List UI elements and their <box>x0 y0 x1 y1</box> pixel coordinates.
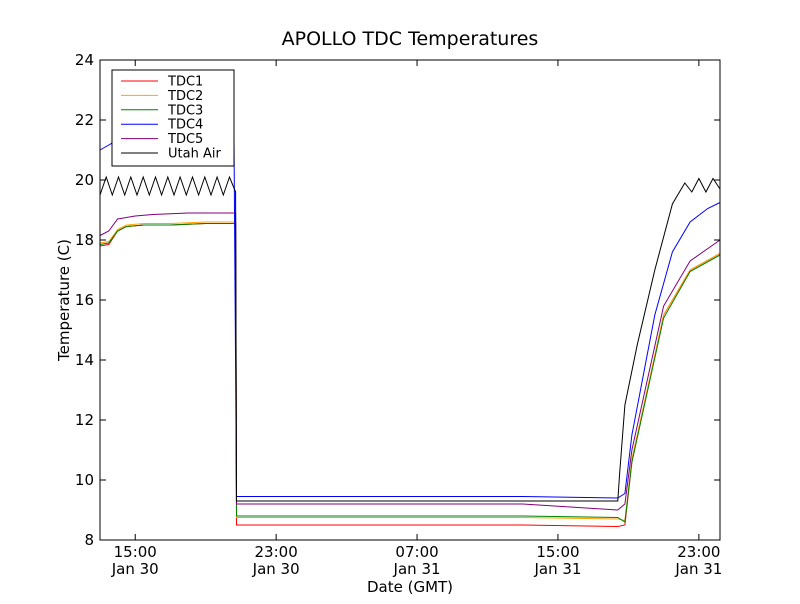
y-tick-label: 12 <box>75 411 94 429</box>
legend-box <box>111 69 235 167</box>
y-tick-label: 18 <box>75 231 94 249</box>
series-line-tdc2 <box>99 221 721 522</box>
y-tick-label: 10 <box>75 471 94 489</box>
y-tick-label: 8 <box>84 531 94 549</box>
series-line-tdc4 <box>99 125 721 499</box>
x-tick-date-label: Jan 30 <box>252 560 300 578</box>
series-line-tdc1 <box>99 223 721 528</box>
chart-title: APOLLO TDC Temperatures <box>282 28 539 50</box>
y-tick-label: 20 <box>75 171 94 189</box>
x-axis-label: Date (GMT) <box>367 578 453 596</box>
x-tick-time-label: 15:00 <box>536 543 579 561</box>
x-tick-date-label: Jan 30 <box>111 560 159 578</box>
x-tick-time-label: 23:00 <box>677 543 720 561</box>
legend-label: TDC1 <box>167 75 203 90</box>
legend-label: TDC3 <box>167 103 203 118</box>
legend-label: TDC2 <box>167 89 203 104</box>
y-axis-label: Temperature (C) <box>55 239 73 362</box>
x-tick-date-label: Jan 31 <box>393 560 441 578</box>
legend-label: Utah Air <box>168 147 221 162</box>
y-tick-label: 14 <box>75 351 94 369</box>
x-tick-date-label: Jan 31 <box>533 560 581 578</box>
y-tick-label: 24 <box>75 51 94 69</box>
series-layer <box>99 125 721 528</box>
y-tick-label: 22 <box>75 111 94 129</box>
x-tick-date-label: Jan 31 <box>674 560 722 578</box>
legend-label: TDC4 <box>167 118 203 133</box>
x-tick-time-label: 07:00 <box>395 543 438 561</box>
y-tick-label: 16 <box>75 291 94 309</box>
series-line-tdc3 <box>99 223 721 523</box>
x-tick-time-label: 15:00 <box>114 543 157 561</box>
legend-label: TDC5 <box>167 132 203 147</box>
series-line-tdc5 <box>99 212 721 511</box>
x-tick-time-label: 23:00 <box>255 543 298 561</box>
series-line-utah-air <box>99 175 721 502</box>
